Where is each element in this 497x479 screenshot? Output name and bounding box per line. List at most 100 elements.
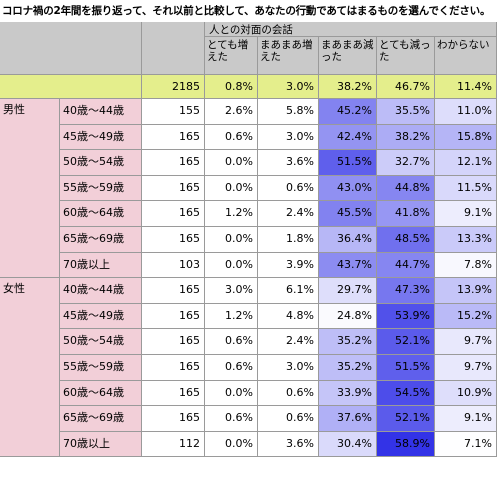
table-cell-n: 165 [142,355,205,381]
table-cell-value: 0.0% [205,227,258,253]
age-label: 40歳～44歳 [60,99,142,125]
age-label: 70歳以上 [60,432,142,457]
table-cell-value: 6.1% [258,278,319,304]
table-cell-n: 165 [142,227,205,253]
table-cell-value: 35.5% [377,99,435,125]
table-cell-value: 37.6% [319,406,377,432]
table-cell-value: 43.0% [319,176,377,201]
table-cell-value: 58.9% [377,432,435,457]
table-cell-n: 155 [142,99,205,125]
table-cell-value: 2.6% [205,99,258,125]
total-n: 2185 [142,75,205,99]
table-cell-value: 52.1% [377,329,435,355]
gender-label: 男性 [0,99,60,279]
table-cell-value: 11.0% [435,99,497,125]
table-cell-value: 15.8% [435,125,497,150]
table-cell-value: 29.7% [319,278,377,304]
table-cell-value: 35.2% [319,329,377,355]
table-cell-value: 0.6% [258,176,319,201]
table-cell-value: 2.4% [258,329,319,355]
table-cell-value: 51.5% [377,355,435,381]
table-cell-n: 165 [142,329,205,355]
table-cell-value: 45.5% [319,201,377,227]
table-cell-value: 44.8% [377,176,435,201]
table-cell-value: 47.3% [377,278,435,304]
table-cell-value: 42.4% [319,125,377,150]
age-label: 70歳以上 [60,253,142,278]
table-cell-n: 165 [142,304,205,329]
table-cell-value: 30.4% [319,432,377,457]
table-cell-value: 2.4% [258,201,319,227]
table-cell-n: 165 [142,381,205,406]
table-cell-value: 7.8% [435,253,497,278]
table-cell-value: 24.8% [319,304,377,329]
table-cell-value: 5.8% [258,99,319,125]
age-label: 45歳～49歳 [60,304,142,329]
table-cell-value: 0.6% [205,355,258,381]
table-cell-value: 0.6% [205,329,258,355]
table-cell-n: 165 [142,176,205,201]
column-header: とても増えた [205,37,258,75]
table-cell-value: 51.5% [319,150,377,176]
table-cell-value: 43.7% [319,253,377,278]
table-cell-value: 36.4% [319,227,377,253]
table-cell-n: 165 [142,278,205,304]
table-cell-value: 52.1% [377,406,435,432]
table-cell-value: 53.9% [377,304,435,329]
table-cell-value: 3.6% [258,432,319,457]
total-value: 3.0% [258,75,319,99]
table-cell-value: 9.7% [435,355,497,381]
total-value: 0.8% [205,75,258,99]
column-header: まあまあ減った [319,37,377,75]
table-cell-value: 0.0% [205,432,258,457]
table-cell-value: 7.1% [435,432,497,457]
column-header: とても減った [377,37,435,75]
header-blank [0,22,142,75]
table-cell-value: 13.9% [435,278,497,304]
table-cell-value: 0.6% [205,406,258,432]
age-label: 65歳～69歳 [60,406,142,432]
table-cell-n: 165 [142,150,205,176]
age-label: 65歳～69歳 [60,227,142,253]
table-cell-value: 54.5% [377,381,435,406]
age-label: 50歳～54歳 [60,329,142,355]
table-cell-value: 3.9% [258,253,319,278]
table-cell-value: 10.9% [435,381,497,406]
table-cell-n: 112 [142,432,205,457]
table-cell-value: 32.7% [377,150,435,176]
table-cell-value: 4.8% [258,304,319,329]
table-cell-n: 165 [142,201,205,227]
table-cell-value: 44.7% [377,253,435,278]
age-label: 60歳～64歳 [60,201,142,227]
table-cell-n: 165 [142,125,205,150]
table-cell-value: 1.2% [205,201,258,227]
table-cell-value: 12.1% [435,150,497,176]
table-cell-value: 3.0% [205,278,258,304]
age-label: 50歳～54歳 [60,150,142,176]
table-cell-value: 0.6% [258,406,319,432]
total-value: 11.4% [435,75,497,99]
table-cell-value: 1.8% [258,227,319,253]
age-label: 55歳～59歳 [60,355,142,381]
table-cell-value: 35.2% [319,355,377,381]
age-label: 60歳～64歳 [60,381,142,406]
table-cell-value: 9.1% [435,201,497,227]
column-header: わからない [435,37,497,75]
table-cell-n: 165 [142,406,205,432]
table-cell-value: 15.2% [435,304,497,329]
table-cell-value: 11.5% [435,176,497,201]
total-value: 38.2% [319,75,377,99]
table-cell-value: 9.1% [435,406,497,432]
table-cell-value: 0.0% [205,150,258,176]
table-cell-value: 3.0% [258,125,319,150]
table-cell-value: 9.7% [435,329,497,355]
table-cell-value: 13.3% [435,227,497,253]
table-cell-value: 0.0% [205,253,258,278]
column-header: まあまあ増えた [258,37,319,75]
table-cell-value: 38.2% [377,125,435,150]
header-n-blank [142,22,205,75]
table-cell-value: 0.0% [205,176,258,201]
table-cell-value: 0.6% [205,125,258,150]
table-cell-n: 103 [142,253,205,278]
